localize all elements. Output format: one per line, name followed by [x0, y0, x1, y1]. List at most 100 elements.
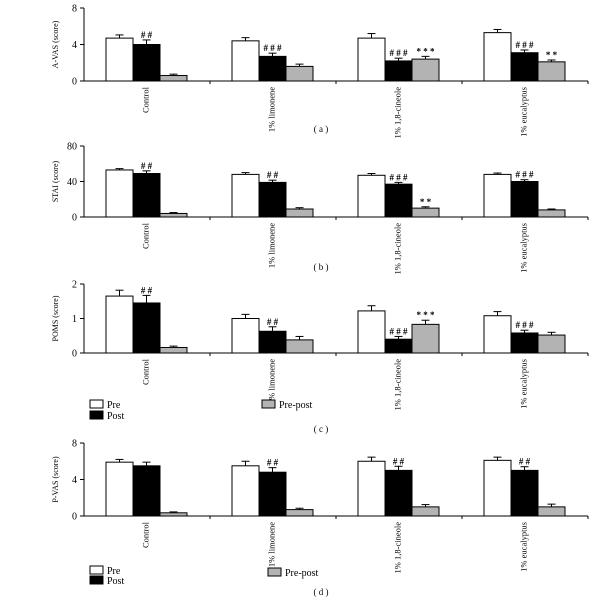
y-axis-label: P-VAS (score) [51, 456, 60, 503]
significance-mark: # # # [264, 43, 283, 53]
bar-prepost-2 [285, 65, 314, 82]
bar-post-4 [510, 52, 539, 82]
significance-mark: # # [141, 161, 153, 171]
bar-post-4 [510, 181, 539, 218]
bar-prepost-3 [411, 323, 440, 354]
category-label: Control [141, 222, 151, 249]
bar-post-3 [384, 338, 413, 354]
bar-prepost-4 [537, 61, 566, 82]
y-tick-label: 1 [72, 314, 77, 325]
legend-swatch [267, 567, 282, 577]
category-label: 1% eucalyptus [519, 522, 529, 572]
bar-prepost-1 [159, 346, 188, 354]
category-label: 1% limonene [267, 87, 277, 132]
bar-pre-1 [105, 37, 134, 82]
y-axis-label: STAI (score) [51, 160, 60, 202]
bar-pre-1 [105, 295, 134, 354]
legend-item-pre: Pre [89, 399, 121, 411]
y-axis-label: POMS (score) [51, 295, 60, 341]
significance-mark: # # # [516, 170, 535, 180]
bar-pre-3 [357, 460, 386, 517]
significance-mark: # # # [390, 172, 409, 182]
bar-pre-1 [105, 461, 134, 517]
y-tick-label: 80 [67, 142, 77, 153]
y-tick-label: 8 [72, 439, 77, 450]
bar-prepost-4 [537, 506, 566, 517]
legend-item-pre: Pre [89, 565, 121, 577]
bar-pre-2 [231, 465, 260, 517]
bar-pre-4 [483, 32, 512, 82]
category-label: 1% 1,8-cineole [393, 87, 403, 139]
category-label: 1% 1,8-cineole [393, 223, 403, 275]
bar-post-2 [258, 330, 287, 354]
bar-pre-3 [357, 37, 386, 82]
bar-prepost-2 [285, 208, 314, 218]
legend-swatch [89, 410, 104, 420]
panel-1: 0 4 8 A-VAS (score) Control 1% limonene 1% 1,8… [51, 4, 589, 139]
bar-prepost-1 [159, 212, 188, 218]
legend-label: Pre [107, 566, 121, 577]
y-axis-label: A-VAS (score) [51, 20, 60, 68]
panel-label: ( c ) [314, 424, 329, 434]
bar-post-4 [510, 332, 539, 354]
bar-prepost-3 [411, 207, 440, 218]
bar-prepost-2 [285, 339, 314, 354]
y-tick-label: 2 [72, 280, 77, 291]
bar-post-2 [258, 181, 287, 218]
significance-mark: * * [420, 197, 432, 207]
y-tick-label: 8 [72, 4, 77, 15]
y-tick-label: 40 [67, 177, 77, 188]
bar-prepost-3 [411, 506, 440, 517]
significance-mark: # # [141, 285, 153, 295]
bar-pre-3 [357, 174, 386, 218]
y-tick-label: 0 [72, 349, 77, 360]
bar-prepost-1 [159, 512, 188, 517]
legend-item-prepost: Pre-post [261, 399, 313, 411]
significance-mark: # # [267, 317, 279, 327]
legend-label: Pre-post [279, 400, 313, 411]
significance-mark: # # # [516, 40, 535, 50]
category-label: 1% 1,8-cineole [393, 522, 403, 574]
legend-swatch [261, 399, 276, 409]
legend-swatch [89, 575, 104, 585]
significance-mark: # # # [516, 320, 535, 330]
legend-item-post: Post [89, 575, 124, 587]
bar-post-4 [510, 469, 539, 517]
panel-3: 0 1 2 POMS (score) Control 1% limonene 1% 1,8-… [51, 280, 589, 434]
significance-mark: # # [519, 457, 531, 467]
category-label: Control [141, 521, 151, 548]
bar-post-1 [132, 44, 161, 82]
category-label: Control [141, 358, 151, 385]
bar-pre-3 [357, 310, 386, 354]
bar-post-1 [132, 465, 161, 517]
category-label: 1% eucalyptus [519, 359, 529, 409]
panel-label: ( b ) [314, 262, 329, 272]
bar-prepost-1 [159, 75, 188, 82]
legend-item-post: Post [89, 410, 124, 422]
category-label: 1% limonene [267, 359, 277, 404]
category-label: 1% eucalyptus [519, 223, 529, 273]
bar-post-2 [258, 471, 287, 517]
panel-2: 0 40 80 STAI (score) Control 1% limonene 1% 1,… [51, 142, 589, 275]
legend-label: Pre [107, 400, 121, 411]
y-tick-label: 4 [72, 475, 77, 486]
bar-pre-1 [105, 169, 134, 218]
bar-prepost-4 [537, 209, 566, 218]
legend-label: Post [107, 576, 124, 587]
significance-mark: # # # [390, 326, 409, 336]
legend-label: Post [107, 411, 124, 422]
bar-pre-2 [231, 173, 260, 218]
panel-label: ( a ) [314, 124, 329, 134]
y-tick-label: 0 [72, 213, 77, 224]
legend-label: Pre-post [285, 568, 319, 579]
significance-mark: # # [267, 170, 279, 180]
bar-post-1 [132, 173, 161, 218]
bar-post-3 [384, 60, 413, 82]
bar-post-2 [258, 55, 287, 82]
category-label: 1% limonene [267, 522, 277, 567]
bar-prepost-4 [537, 334, 566, 354]
significance-mark: # # [267, 458, 279, 468]
significance-mark: * * [546, 50, 558, 60]
bar-prepost-2 [285, 509, 314, 517]
